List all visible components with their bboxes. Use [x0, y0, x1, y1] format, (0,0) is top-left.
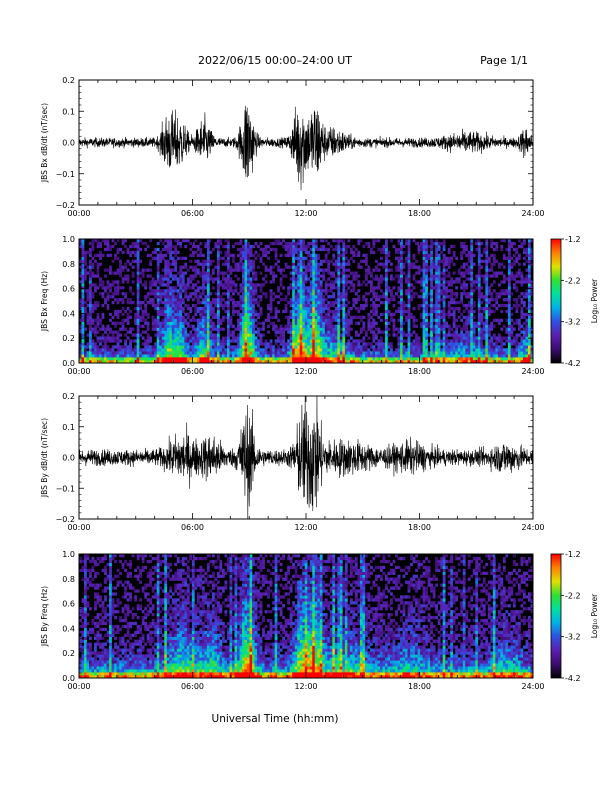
y-tick-label: 0.8: [62, 575, 75, 584]
colorbar-label: Log₁₀ Power: [590, 278, 599, 323]
y-tick-label: 0.4: [62, 624, 75, 633]
bx-waveform-ylabel: JBS Bx dB/dt (nT/sec): [40, 103, 49, 183]
x-axis-title: Universal Time (hh:mm): [212, 713, 339, 725]
y-tick-label: 0.6: [62, 600, 75, 609]
bx-spectrogram-panel: -1.2 -2.2 -3.2 -4.2 Log₁₀ Power 1.0 0.8 0.6 0.4 0…: [40, 235, 599, 376]
x-tick-label: 00:00: [67, 523, 90, 532]
x-tick-label: 00:00: [67, 209, 90, 218]
x-tick-label: 24:00: [521, 209, 544, 218]
panels: 0.20.10.0−0.1−0.200:00 06:00 12:00 18:00 24:…: [40, 76, 599, 691]
y-tick-label: 1.0: [62, 550, 75, 559]
x-tick-label: 00:00: [67, 367, 90, 376]
by-waveform-panel: 0.2 0.1 0.0 −0.1 −0.200:00 06:00 12:00 18:00 24:…: [40, 392, 545, 532]
colorbar-tick-label: -2.2: [565, 276, 581, 285]
y-tick-label: 0.2: [62, 649, 75, 658]
colorbar-tick-label: -1.2: [565, 235, 581, 244]
by-spectrogram-image: [79, 554, 533, 678]
y-tick-label: 0.2: [62, 76, 75, 85]
y-tick-label: 0.2: [62, 334, 75, 343]
bx-waveform-trace: [79, 105, 533, 191]
bx-spectrogram-colorbar: [550, 238, 562, 364]
colorbar-tick-label: -3.2: [565, 633, 581, 642]
x-tick-label: 06:00: [181, 367, 204, 376]
y-tick-label: 0.0: [62, 139, 75, 148]
y-tick-label: 0.6: [62, 285, 75, 294]
x-tick-label: 18:00: [408, 523, 431, 532]
x-tick-label: 00:00: [67, 682, 90, 691]
y-tick-label: 0.4: [62, 309, 75, 318]
y-tick-label: 0.2: [62, 392, 75, 401]
by-spectrogram-panel: -1.2 -2.2 -3.2 -4.2 Log₁₀ Power 1.0 0.8 0.6 0.4 0…: [40, 550, 599, 691]
y-tick-label: 0.0: [62, 454, 75, 463]
y-tick-label: 0.0: [62, 674, 75, 683]
y-tick-label: 1.0: [62, 235, 75, 244]
y-tick-label: −0.2: [56, 515, 75, 524]
x-tick-label: 18:00: [408, 682, 431, 691]
bx-waveform-panel: 0.2 0.1 0.0 −0.1 −0.200:00 06:00 12:00 18:00 24:…: [40, 76, 545, 218]
x-tick-label: 12:00: [294, 523, 317, 532]
x-tick-label: 06:00: [181, 209, 204, 218]
y-tick-label: 0.1: [62, 423, 75, 432]
colorbar-label: Log₁₀ Power: [590, 593, 599, 638]
by-waveform-ylabel: JBS By dB/dt (nT/sec): [40, 418, 49, 498]
y-tick-label: 0.8: [62, 260, 75, 269]
colorbar-tick-label: -1.2: [565, 550, 581, 559]
y-tick-label: −0.1: [56, 484, 75, 493]
figure-title: 2022/06/15 00:00–24:00 UT: [198, 54, 352, 67]
x-tick-label: 06:00: [181, 682, 204, 691]
x-tick-label: 18:00: [408, 367, 431, 376]
x-tick-label: 24:00: [521, 367, 544, 376]
by-spectrogram-colorbar: [550, 553, 562, 679]
bx-spectrogram-ylabel: JBS Bx Freq (Hz): [40, 271, 49, 332]
y-tick-label: −0.1: [56, 170, 75, 179]
bx-spectrogram-image: [79, 239, 533, 363]
y-tick-label: 0.0: [62, 359, 75, 368]
colorbar-tick-label: -2.2: [565, 591, 581, 600]
x-tick-label: 24:00: [521, 682, 544, 691]
page-indicator: Page 1/1: [480, 54, 528, 67]
x-tick-label: 06:00: [181, 523, 204, 532]
y-tick-label: −0.2: [56, 201, 75, 210]
by-spectrogram-ylabel: JBS By Freq (Hz): [40, 586, 49, 647]
x-tick-label: 12:00: [294, 367, 317, 376]
x-tick-label: 12:00: [294, 682, 317, 691]
x-tick-label: 18:00: [408, 209, 431, 218]
x-tick-label: 12:00: [294, 209, 317, 218]
colorbar-tick-label: -4.2: [565, 674, 581, 683]
y-tick-label: 0.1: [62, 107, 75, 116]
colorbar-tick-label: -4.2: [565, 359, 581, 368]
x-tick-label: 24:00: [521, 523, 544, 532]
by-waveform-trace: [79, 396, 533, 519]
colorbar-tick-label: -3.2: [565, 318, 581, 327]
